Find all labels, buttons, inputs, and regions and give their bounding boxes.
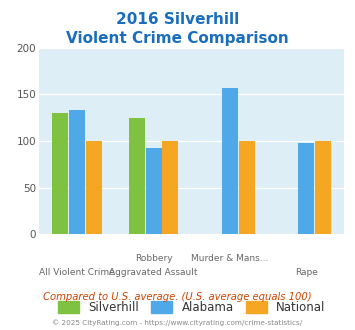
Bar <box>162 141 178 234</box>
Legend: Silverhill, Alabama, National: Silverhill, Alabama, National <box>53 296 331 318</box>
Text: 2016 Silverhill: 2016 Silverhill <box>116 12 239 26</box>
Text: © 2025 CityRating.com - https://www.cityrating.com/crime-statistics/: © 2025 CityRating.com - https://www.city… <box>53 319 302 326</box>
Bar <box>298 143 314 234</box>
Bar <box>315 141 331 234</box>
Text: Compared to U.S. average. (U.S. average equals 100): Compared to U.S. average. (U.S. average … <box>43 292 312 302</box>
Text: Violent Crime Comparison: Violent Crime Comparison <box>66 31 289 46</box>
Bar <box>239 141 255 234</box>
Bar <box>222 88 238 234</box>
Bar <box>146 148 162 234</box>
Text: Aggravated Assault: Aggravated Assault <box>109 268 198 277</box>
Bar <box>53 113 69 234</box>
Text: Murder & Mans...: Murder & Mans... <box>191 254 268 263</box>
Bar <box>69 110 85 234</box>
Bar <box>129 118 145 234</box>
Text: Robbery: Robbery <box>135 254 172 263</box>
Text: Rape: Rape <box>295 268 318 277</box>
Bar <box>86 141 102 234</box>
Text: All Violent Crime: All Violent Crime <box>39 268 115 277</box>
